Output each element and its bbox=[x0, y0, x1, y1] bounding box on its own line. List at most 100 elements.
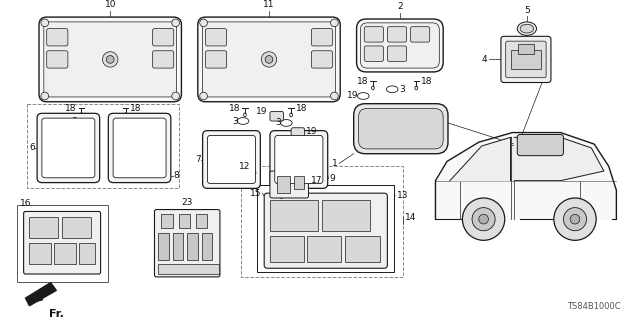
FancyBboxPatch shape bbox=[270, 131, 328, 188]
Polygon shape bbox=[26, 283, 56, 306]
Circle shape bbox=[463, 198, 505, 240]
Text: 11: 11 bbox=[263, 0, 275, 9]
Bar bbox=[270, 236, 303, 261]
Circle shape bbox=[563, 208, 586, 231]
Circle shape bbox=[172, 19, 179, 27]
Ellipse shape bbox=[520, 24, 534, 33]
FancyBboxPatch shape bbox=[364, 27, 383, 42]
Text: 3: 3 bbox=[232, 116, 238, 125]
Bar bbox=[26, 104, 179, 188]
Bar bbox=[511, 50, 541, 69]
Text: 3: 3 bbox=[276, 118, 282, 127]
FancyBboxPatch shape bbox=[517, 134, 563, 156]
FancyBboxPatch shape bbox=[360, 23, 439, 68]
Circle shape bbox=[261, 52, 276, 67]
Bar bbox=[29, 243, 51, 264]
FancyBboxPatch shape bbox=[387, 46, 406, 61]
Circle shape bbox=[570, 214, 580, 224]
Bar bbox=[17, 205, 108, 282]
Circle shape bbox=[331, 92, 339, 100]
Bar bbox=[161, 214, 173, 228]
Text: 19: 19 bbox=[347, 92, 358, 100]
FancyBboxPatch shape bbox=[364, 46, 383, 61]
Text: 1: 1 bbox=[332, 159, 337, 168]
Text: 15: 15 bbox=[250, 189, 261, 198]
Text: 9: 9 bbox=[330, 174, 335, 183]
Bar bbox=[173, 233, 183, 260]
Polygon shape bbox=[515, 137, 604, 181]
Polygon shape bbox=[450, 137, 511, 181]
Circle shape bbox=[331, 19, 339, 27]
FancyBboxPatch shape bbox=[39, 17, 181, 102]
Bar bbox=[196, 214, 207, 228]
FancyBboxPatch shape bbox=[203, 22, 335, 97]
Text: Fr.: Fr. bbox=[49, 309, 63, 319]
Text: 23: 23 bbox=[182, 198, 193, 207]
Circle shape bbox=[102, 52, 118, 67]
Text: 19: 19 bbox=[255, 107, 267, 116]
Text: 18: 18 bbox=[421, 77, 433, 86]
FancyBboxPatch shape bbox=[37, 113, 100, 183]
Bar bbox=[257, 186, 394, 272]
Circle shape bbox=[479, 214, 488, 224]
FancyBboxPatch shape bbox=[203, 131, 260, 188]
Text: 18: 18 bbox=[129, 104, 141, 113]
Circle shape bbox=[554, 198, 596, 240]
Bar bbox=[270, 200, 318, 231]
FancyBboxPatch shape bbox=[354, 104, 448, 154]
Text: 10: 10 bbox=[104, 0, 116, 9]
Text: 3: 3 bbox=[134, 118, 140, 127]
FancyBboxPatch shape bbox=[47, 51, 68, 68]
Circle shape bbox=[41, 19, 49, 27]
Text: 6: 6 bbox=[29, 143, 35, 152]
Text: 18: 18 bbox=[296, 104, 307, 113]
Text: 3: 3 bbox=[399, 85, 404, 94]
Text: 5: 5 bbox=[524, 6, 530, 15]
FancyBboxPatch shape bbox=[42, 118, 95, 178]
FancyBboxPatch shape bbox=[410, 27, 429, 42]
Text: 18: 18 bbox=[65, 104, 77, 113]
Text: 2: 2 bbox=[397, 2, 403, 11]
FancyBboxPatch shape bbox=[311, 28, 333, 46]
Bar bbox=[307, 236, 341, 261]
Bar bbox=[79, 243, 95, 264]
FancyBboxPatch shape bbox=[44, 22, 177, 97]
Text: 7: 7 bbox=[195, 155, 201, 164]
FancyBboxPatch shape bbox=[264, 193, 387, 268]
FancyBboxPatch shape bbox=[152, 28, 173, 46]
FancyBboxPatch shape bbox=[113, 118, 166, 178]
FancyBboxPatch shape bbox=[270, 111, 284, 121]
Bar bbox=[322, 200, 370, 231]
Bar bbox=[158, 264, 219, 274]
Bar bbox=[294, 176, 303, 189]
Text: 13: 13 bbox=[397, 191, 408, 200]
Bar bbox=[276, 176, 290, 193]
FancyBboxPatch shape bbox=[387, 27, 406, 42]
Text: 4: 4 bbox=[482, 55, 488, 64]
Circle shape bbox=[200, 19, 207, 27]
FancyBboxPatch shape bbox=[207, 135, 255, 184]
FancyBboxPatch shape bbox=[24, 212, 100, 274]
Bar bbox=[29, 217, 58, 238]
FancyBboxPatch shape bbox=[47, 28, 68, 46]
Bar bbox=[518, 44, 534, 54]
Circle shape bbox=[472, 208, 495, 231]
FancyBboxPatch shape bbox=[205, 51, 227, 68]
FancyBboxPatch shape bbox=[356, 19, 443, 72]
Text: 8: 8 bbox=[173, 171, 179, 180]
FancyBboxPatch shape bbox=[152, 51, 173, 68]
Circle shape bbox=[106, 56, 114, 63]
Circle shape bbox=[200, 92, 207, 100]
Bar bbox=[62, 217, 91, 238]
FancyBboxPatch shape bbox=[358, 108, 443, 149]
FancyBboxPatch shape bbox=[275, 135, 323, 184]
Circle shape bbox=[172, 92, 179, 100]
Ellipse shape bbox=[517, 22, 536, 36]
Text: 18: 18 bbox=[356, 77, 368, 86]
Bar bbox=[54, 243, 76, 264]
FancyBboxPatch shape bbox=[311, 51, 333, 68]
Circle shape bbox=[41, 92, 49, 100]
Text: 16: 16 bbox=[20, 199, 31, 208]
Bar bbox=[202, 233, 212, 260]
FancyBboxPatch shape bbox=[154, 210, 220, 277]
